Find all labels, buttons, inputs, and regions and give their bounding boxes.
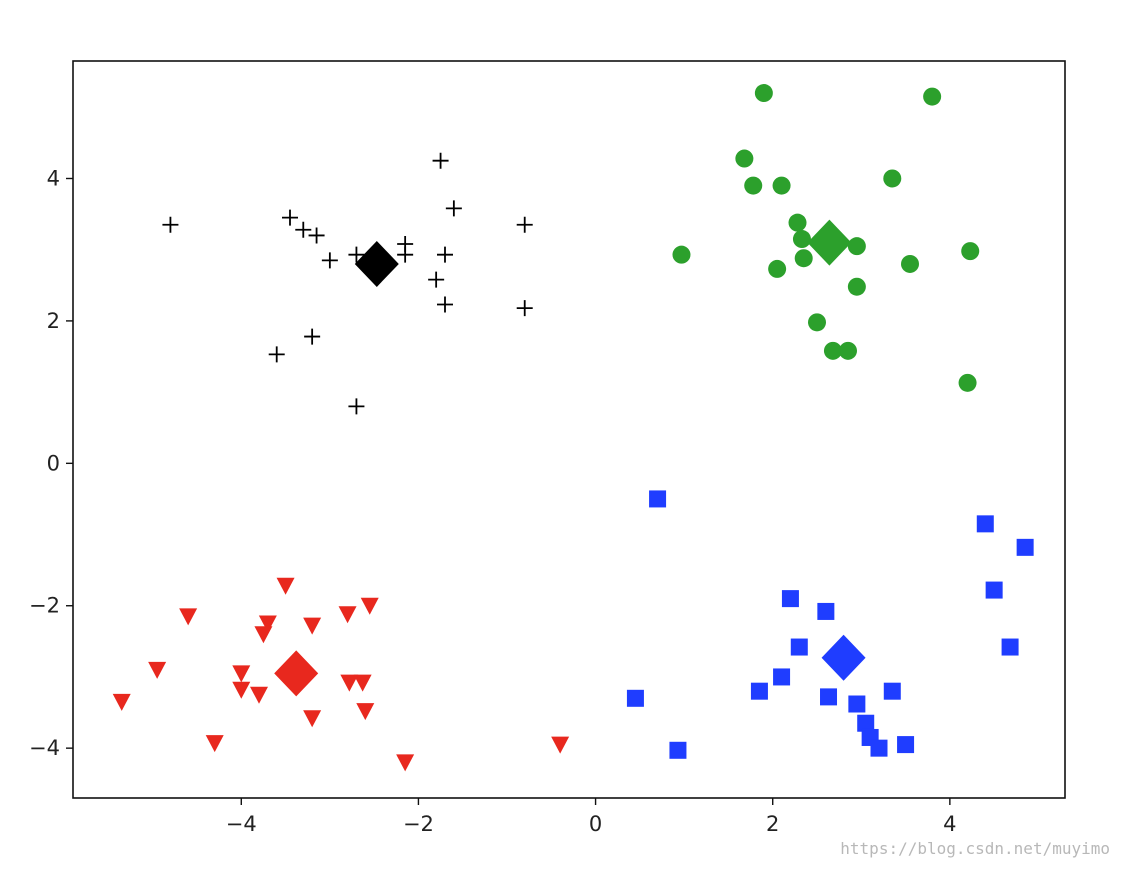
data-point-plus — [437, 246, 453, 263]
plot-frame — [72, 60, 1066, 799]
data-point-triangle-down — [232, 665, 251, 683]
data-point-triangle-down — [179, 608, 198, 626]
data-point-triangle-down — [303, 617, 322, 635]
data-point-square — [1001, 638, 1019, 656]
data-point-square — [773, 668, 791, 686]
y-tick-label: 4 — [47, 166, 60, 190]
watermark: https://blog.csdn.net/muyimo — [840, 839, 1110, 858]
data-point-triangle-down — [340, 674, 359, 692]
data-point-circle — [839, 341, 857, 360]
data-point-circle — [847, 237, 866, 256]
centroid-diamond — [821, 634, 866, 681]
data-point-square — [626, 689, 644, 707]
data-point-triangle-down — [232, 681, 251, 699]
data-point-circle — [672, 245, 691, 264]
data-point-square — [820, 688, 838, 706]
data-point-circle — [754, 84, 773, 103]
data-point-circle — [788, 213, 807, 232]
data-point-square — [669, 741, 687, 759]
y-tick-label: −2 — [29, 594, 60, 618]
x-tick-label: 0 — [589, 812, 602, 836]
data-point-triangle-down — [353, 674, 372, 692]
data-point-circle — [883, 169, 902, 188]
data-point-circle — [772, 176, 791, 195]
data-point-triangle-down — [360, 597, 379, 615]
data-point-square — [817, 602, 835, 620]
centroid-diamond — [354, 240, 399, 287]
axis-ticks: −4 −2 0 2 4 −4 −2 0 2 4 — [29, 166, 957, 836]
data-point-plus — [162, 216, 179, 233]
data-point-triangle-down — [276, 577, 295, 595]
data-point-square — [1016, 538, 1034, 556]
data-point-triangle-down — [254, 626, 273, 644]
data-point-plus — [432, 152, 449, 169]
data-point-plus — [304, 328, 321, 345]
data-point-plus — [321, 252, 338, 269]
centroid-diamond — [274, 650, 319, 697]
data-point-square — [790, 638, 808, 656]
data-point-circle — [808, 313, 826, 332]
data-point-plus — [268, 346, 285, 363]
data-point-triangle-down — [112, 693, 131, 711]
data-point-plus — [445, 200, 462, 217]
data-point-plus — [516, 300, 533, 317]
centroid-diamond — [807, 219, 852, 266]
data-point-triangle-down — [396, 754, 415, 772]
data-point-plus — [428, 271, 445, 288]
data-point-circle — [923, 87, 942, 106]
y-tick-label: 0 — [47, 451, 60, 475]
data-point-circle — [792, 230, 811, 249]
data-point-square — [649, 490, 667, 508]
data-point-triangle-down — [258, 615, 277, 633]
data-point-circle — [901, 254, 919, 273]
data-point-triangle-down — [205, 735, 224, 753]
data-point-plus — [516, 216, 533, 233]
data-point-circle — [735, 149, 754, 168]
data-point-square — [848, 695, 866, 713]
data-point-circle — [794, 249, 813, 268]
data-point-circle — [823, 341, 842, 360]
data-point-triangle-down — [303, 710, 322, 728]
data-point-square — [750, 682, 768, 700]
data-point-plus — [348, 246, 365, 263]
data-point-square — [857, 714, 875, 732]
data-point-plus — [437, 296, 453, 313]
data-point-plus — [348, 398, 365, 415]
data-point-triangle-down — [148, 661, 167, 679]
data-point-plus — [308, 227, 325, 244]
x-tick-label: 2 — [766, 812, 779, 836]
x-tick-label: −2 — [403, 812, 434, 836]
data-point-square — [897, 736, 915, 754]
x-tick-label: 4 — [943, 812, 956, 836]
data-point-square — [883, 682, 901, 700]
data-point-triangle-down — [250, 686, 268, 704]
data-points — [112, 84, 1034, 772]
data-point-triangle-down — [551, 736, 570, 754]
data-point-triangle-down — [356, 703, 375, 721]
data-point-square — [870, 739, 888, 757]
data-point-circle — [958, 373, 977, 392]
data-point-circle — [768, 259, 787, 278]
data-point-plus — [295, 221, 312, 238]
data-point-circle — [961, 242, 980, 261]
data-point-square — [976, 515, 994, 533]
y-tick-label: −4 — [29, 736, 60, 760]
y-tick-label: 2 — [47, 309, 60, 333]
data-point-plus — [397, 246, 414, 263]
data-point-square — [781, 590, 799, 608]
x-tick-label: −4 — [226, 812, 257, 836]
data-point-plus — [282, 209, 298, 226]
data-point-circle — [847, 277, 866, 296]
data-point-triangle-down — [338, 606, 357, 624]
data-point-circle — [744, 176, 763, 195]
data-point-square — [985, 581, 1003, 599]
